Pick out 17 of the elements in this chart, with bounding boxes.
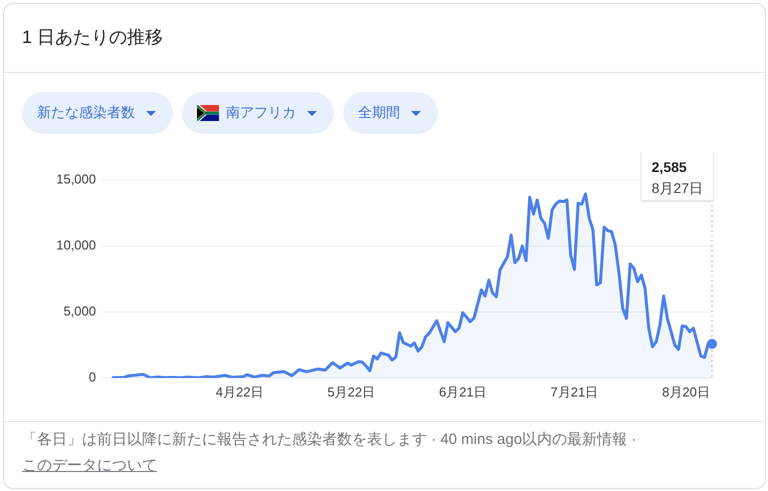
annotation: 8月27日 xyxy=(652,180,703,196)
text: 全期間 xyxy=(358,104,400,122)
y-tick-label: 5,000 xyxy=(63,304,96,319)
x-tick-label: 4月22日 xyxy=(216,384,264,400)
x-tick-label: 6月21日 xyxy=(438,384,487,400)
y-tick-label: 0 xyxy=(88,370,96,385)
chart-title: 1 日あたりの推移 xyxy=(22,26,164,49)
y-tick-label: 10,000 xyxy=(56,238,96,253)
x-tick-label: 8月20日 xyxy=(662,384,710,400)
x-tick-label: 7月21日 xyxy=(550,384,598,400)
text: 「各日」は前日以降に新たに報告された感染者数を表します · 40 mins ago以内の最新情報 · xyxy=(22,430,636,450)
text: 2,585 xyxy=(652,159,687,175)
text: このデータについて xyxy=(22,456,157,476)
text: 南アフリカ xyxy=(226,104,296,122)
text: 新たな感染者数 xyxy=(37,104,135,122)
y-tick-label: 15,000 xyxy=(56,172,96,187)
x-tick-label: 5月22日 xyxy=(327,384,376,400)
